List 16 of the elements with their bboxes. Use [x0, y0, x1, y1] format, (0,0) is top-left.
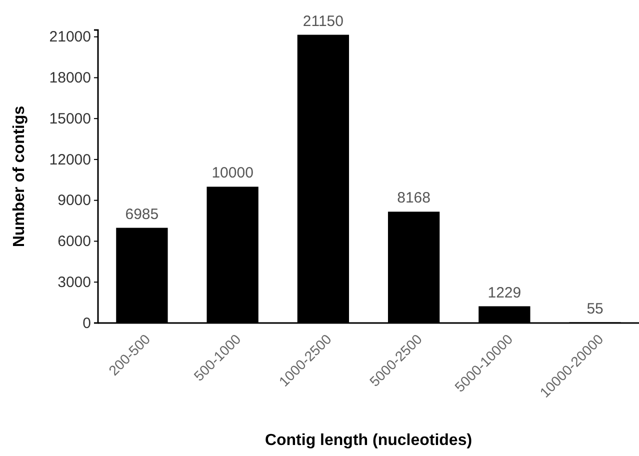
y-tick-label: 9000 — [58, 192, 91, 210]
data-label: 1229 — [488, 284, 522, 302]
y-tick-label: 21000 — [49, 28, 91, 46]
y-tick-label: 15000 — [49, 110, 91, 128]
data-label: 21150 — [302, 12, 344, 30]
y-tick-label: 0 — [82, 314, 91, 332]
y-tick-label: 6000 — [58, 233, 91, 250]
data-label: 55 — [586, 300, 604, 318]
x-axis-title: Contig length (nucleotides) — [264, 432, 472, 449]
data-label: 10000 — [212, 164, 254, 182]
y-tick-label: 12000 — [49, 151, 91, 168]
data-label: 8168 — [397, 190, 430, 207]
y-axis-title: Number of contigs — [11, 106, 28, 248]
y-tick-label: 18000 — [49, 70, 91, 86]
y-tick-label: 3000 — [58, 274, 91, 291]
data-label: 6985 — [125, 206, 159, 223]
